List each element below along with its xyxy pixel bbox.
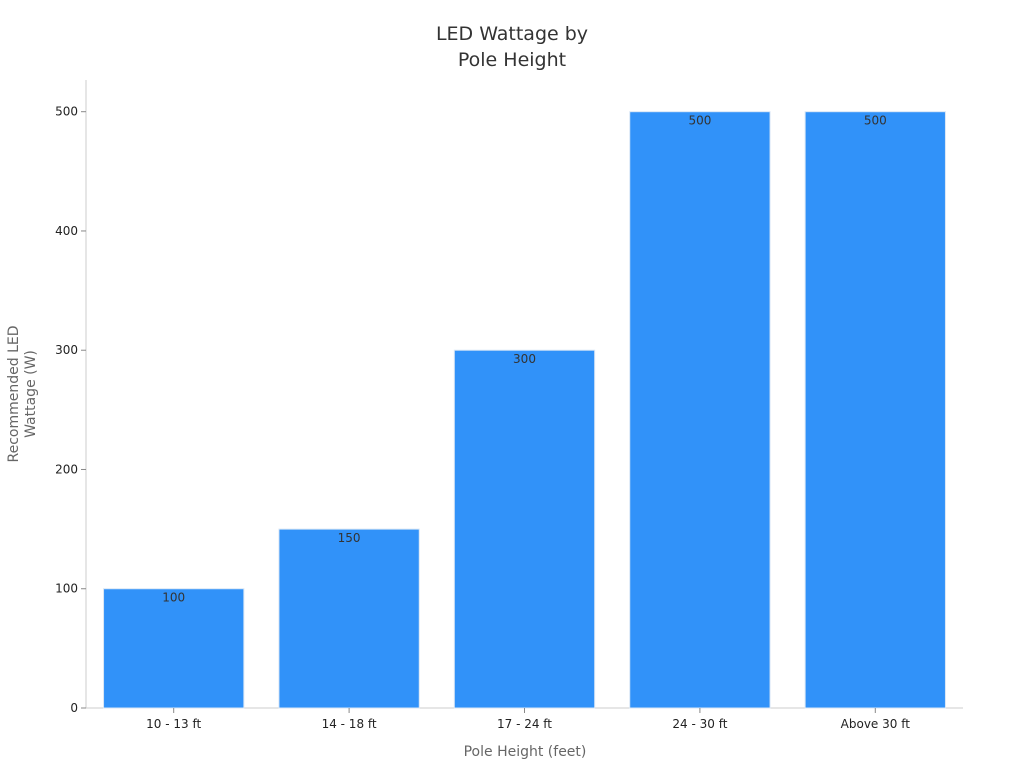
y-tick-label: 200 <box>55 462 78 476</box>
bar-value-label: 300 <box>513 352 536 366</box>
bar-4[interactable] <box>629 111 771 709</box>
y-axis-label: Recommended LED Wattage (W) <box>6 326 39 463</box>
y-tick-label: 300 <box>55 343 78 357</box>
bar-5[interactable] <box>804 111 946 709</box>
x-tick-label: 24 - 30 ft <box>672 717 727 731</box>
x-tick-label: 17 - 24 ft <box>497 717 552 731</box>
y-tick-label: 400 <box>55 224 78 238</box>
x-tick-label: 10 - 13 ft <box>146 717 201 731</box>
chart-title-line-1: LED Wattage by <box>436 23 588 45</box>
bar-2[interactable] <box>278 528 420 709</box>
bar-series: 100 150 300 500 500 <box>103 111 946 709</box>
y-tick-label: 0 <box>70 701 78 715</box>
y-axis-label-line-2: Wattage (W) <box>23 350 39 438</box>
tick-labels: 10 - 13 ft 14 - 18 ft 17 - 24 ft 24 - 30 ft… <box>55 105 910 731</box>
bar-value-label: 100 <box>162 591 185 605</box>
chart-title-line-2: Pole Height <box>458 49 566 71</box>
x-tick-label: Above 30 ft <box>841 717 911 731</box>
x-axis-label: Pole Height (feet) <box>464 744 587 760</box>
y-tick-label: 100 <box>55 582 78 596</box>
x-tick-label: 14 - 18 ft <box>322 717 377 731</box>
y-tick-label: 500 <box>55 105 78 119</box>
bar-3[interactable] <box>453 349 596 709</box>
bar-value-label: 500 <box>864 114 887 128</box>
y-axis-label-line-1: Recommended LED <box>6 326 22 463</box>
bar-1[interactable] <box>103 588 245 709</box>
bar-value-label: 500 <box>688 114 711 128</box>
bar-value-label: 150 <box>338 531 361 545</box>
